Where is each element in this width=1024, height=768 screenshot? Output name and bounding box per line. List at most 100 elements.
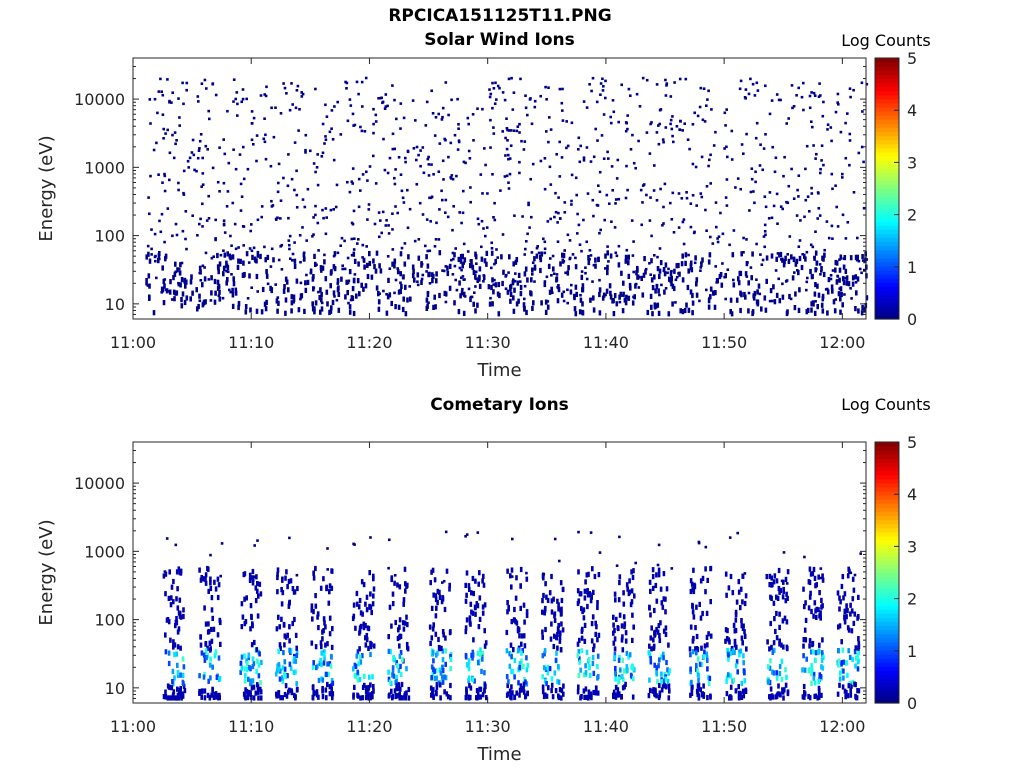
count-cell <box>691 300 695 306</box>
count-cell <box>714 201 718 204</box>
count-cell <box>709 633 713 639</box>
count-cell <box>588 83 591 86</box>
count-cell <box>740 251 743 257</box>
count-cell <box>609 253 613 259</box>
colorbar-band <box>875 462 899 468</box>
count-cell <box>388 156 392 160</box>
count-cell <box>399 288 402 294</box>
count-cell <box>205 219 209 222</box>
count-cell <box>229 234 232 238</box>
count-cell <box>548 289 552 295</box>
count-cell <box>209 646 212 652</box>
count-cell <box>453 133 457 137</box>
count-cell <box>839 254 843 260</box>
count-cell <box>598 551 602 554</box>
count-cell <box>296 686 299 692</box>
count-cell <box>372 593 375 599</box>
count-cell <box>395 674 398 680</box>
count-cell <box>394 168 397 171</box>
count-cell <box>401 695 404 701</box>
colorbar-band <box>875 249 899 255</box>
count-cell <box>299 281 303 285</box>
count-cell <box>150 228 153 231</box>
count-cell <box>846 693 850 699</box>
count-cell <box>772 670 776 676</box>
count-cell <box>180 261 184 265</box>
count-cell <box>155 276 158 280</box>
count-cell <box>609 115 612 119</box>
count-cell <box>700 645 703 651</box>
count-cell <box>386 104 389 108</box>
count-cell <box>497 281 501 288</box>
count-cell <box>778 663 782 670</box>
count-cell <box>532 300 535 306</box>
count-cell <box>781 594 785 600</box>
count-cell <box>373 222 377 226</box>
count-cell <box>314 87 317 91</box>
count-cell <box>774 628 777 635</box>
count-cell <box>469 694 472 701</box>
count-cell <box>359 610 363 616</box>
count-cell <box>164 632 167 638</box>
count-cell <box>191 138 195 142</box>
count-cell <box>772 640 776 646</box>
count-cell <box>803 253 806 259</box>
count-cell <box>576 641 580 647</box>
count-cell <box>464 625 468 631</box>
count-cell <box>626 586 629 592</box>
count-cell <box>481 610 485 616</box>
count-cell <box>441 664 444 670</box>
count-cell <box>465 662 469 668</box>
count-cell <box>843 591 847 597</box>
count-cell <box>513 279 517 283</box>
count-cell <box>432 658 435 664</box>
count-cell <box>300 95 304 98</box>
count-cell <box>316 153 319 156</box>
count-cell <box>167 650 171 656</box>
count-cell <box>811 640 815 647</box>
count-cell <box>211 686 214 692</box>
count-cell <box>317 290 320 294</box>
count-cell <box>758 164 762 167</box>
count-cell <box>501 130 504 133</box>
count-cell <box>417 238 421 241</box>
count-cell <box>328 583 332 589</box>
count-cell <box>290 690 294 696</box>
count-cell <box>207 588 210 594</box>
count-cell <box>340 236 344 240</box>
colorbar-band <box>875 625 899 631</box>
count-cell <box>477 624 481 630</box>
count-cell <box>735 659 739 665</box>
count-cell <box>744 271 748 277</box>
count-cell <box>744 97 747 100</box>
count-cell <box>829 126 833 129</box>
count-cell <box>465 570 469 576</box>
count-cell <box>581 626 584 632</box>
count-cell <box>164 689 167 695</box>
count-cell <box>240 665 244 671</box>
count-cell <box>853 611 857 617</box>
count-cell <box>325 216 328 219</box>
count-cell <box>236 114 239 117</box>
count-cell <box>458 280 461 286</box>
count-cell <box>508 688 512 694</box>
count-cell <box>152 310 156 316</box>
count-cell <box>275 218 278 221</box>
count-cell <box>849 287 852 290</box>
count-cell <box>352 542 355 546</box>
count-cell <box>620 694 623 700</box>
count-cell <box>433 134 437 137</box>
count-cell <box>561 627 565 633</box>
count-cell <box>621 685 625 691</box>
count-cell <box>432 592 435 598</box>
count-cell <box>613 646 617 652</box>
count-cell <box>706 98 709 101</box>
count-cell <box>430 635 434 641</box>
count-cell <box>813 291 817 297</box>
count-cell <box>485 695 488 701</box>
count-cell <box>579 297 583 303</box>
count-cell <box>185 88 188 92</box>
count-cell <box>827 277 831 283</box>
count-cell <box>595 624 598 630</box>
count-cell <box>388 292 392 298</box>
